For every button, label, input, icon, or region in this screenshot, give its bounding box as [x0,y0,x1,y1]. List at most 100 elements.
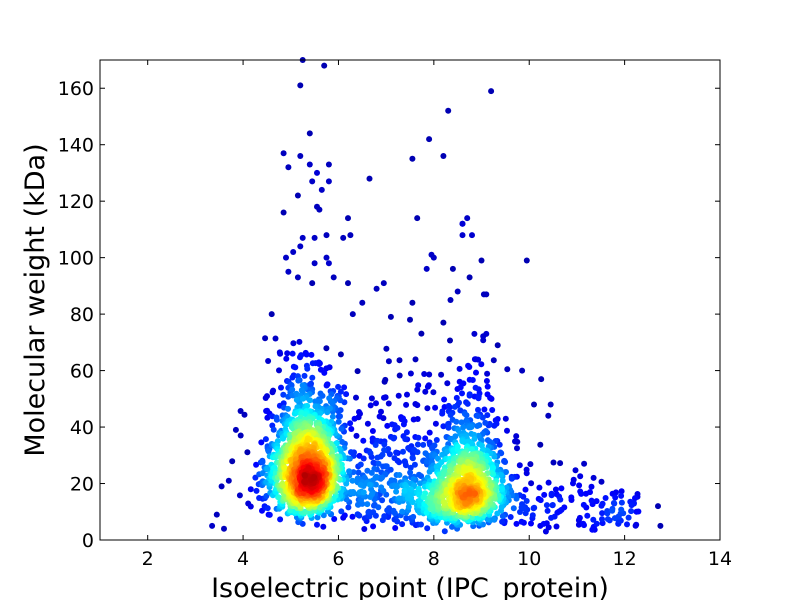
data-point [347,420,354,427]
data-point [373,285,380,292]
data-point [484,391,491,398]
data-point [447,412,454,418]
data-point [589,526,596,533]
data-point [370,523,377,530]
data-point [402,436,409,443]
data-point [459,232,466,239]
data-point [484,412,491,419]
data-point [310,475,317,482]
data-point [306,130,313,137]
data-point [360,489,367,496]
data-point [512,438,518,445]
data-point [264,466,271,473]
data-point [349,477,356,484]
data-point [338,425,345,432]
data-point [284,350,291,357]
data-point [570,480,576,487]
data-point [491,422,498,429]
data-point [383,345,390,352]
data-point [418,330,425,337]
data-point [295,377,302,384]
data-point [618,488,625,495]
data-point [351,415,358,422]
data-point [510,505,517,512]
data-point [312,398,319,405]
data-point [285,164,292,171]
data-point [410,416,417,423]
data-point [385,400,392,407]
data-point [302,508,308,515]
data-point [590,516,597,523]
data-point [346,468,353,475]
data-point [337,388,344,395]
data-point [489,407,496,413]
data-point [296,338,303,345]
data-point [321,369,328,376]
data-point [289,350,296,357]
data-point [347,232,354,239]
data-point [588,483,595,490]
data-point [513,495,520,502]
data-point [343,391,350,398]
data-point [330,274,337,281]
data-point [494,510,501,517]
data-point [568,494,575,501]
data-point [283,355,290,362]
data-point [294,274,301,281]
data-point [360,455,367,462]
data-point [604,510,611,517]
data-point [381,441,388,448]
data-point [396,472,403,478]
data-point [426,371,433,378]
data-point [599,516,605,523]
data-point [309,178,316,185]
data-point [373,400,379,407]
data-point [325,161,332,168]
data-point [353,394,359,401]
data-point [504,427,510,434]
data-point [341,512,348,519]
data-point [370,459,377,466]
data-point [331,516,338,522]
data-point [441,500,448,506]
data-point [372,481,379,488]
data-point [280,391,287,398]
data-point [440,423,447,430]
data-point [581,460,588,467]
data-point [545,479,552,486]
data-point [444,448,451,455]
data-point [415,485,422,492]
points-layer [209,57,664,535]
data-point [394,518,401,525]
data-point [323,232,330,239]
data-point [306,397,313,404]
data-point [498,486,505,493]
data-point [298,387,305,394]
data-point [385,358,392,365]
data-point [356,409,362,415]
data-point [349,513,356,520]
data-point [396,459,403,466]
data-point [409,299,416,306]
data-point [303,351,310,358]
data-point [298,352,305,359]
data-point [418,473,425,480]
data-point [400,448,406,455]
y-tick-label: 80 [70,304,94,326]
data-point [357,461,364,468]
data-point [471,330,478,337]
data-point [232,426,239,433]
data-point [383,463,390,470]
x-tick-label: 14 [708,548,732,570]
data-point [624,521,630,528]
data-point [454,288,461,295]
data-point [484,383,491,390]
data-point [337,413,343,420]
data-point [469,377,476,383]
data-point [472,384,479,391]
data-point [380,280,387,287]
data-point [293,396,300,403]
data-point [502,415,509,422]
data-point [381,447,388,453]
data-point [415,434,422,441]
